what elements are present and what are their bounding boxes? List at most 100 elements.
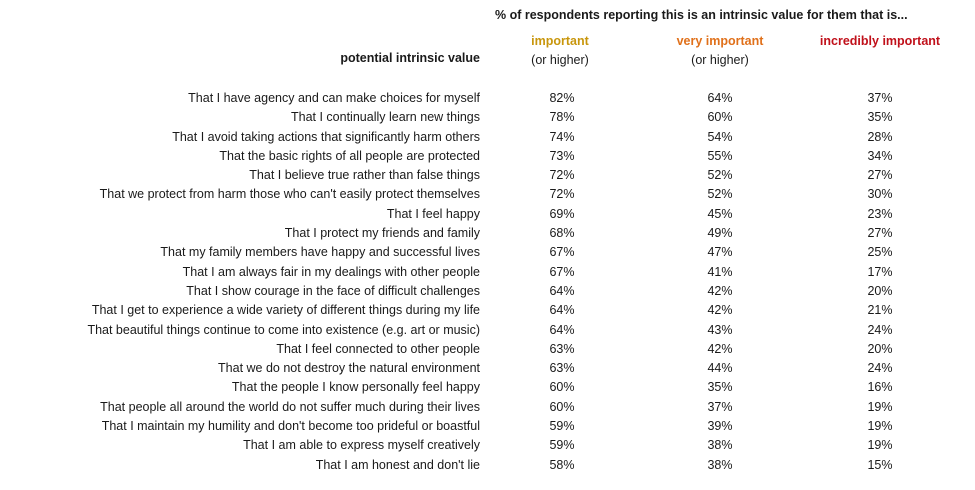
value-cell-very-important: 47% — [707, 245, 733, 260]
value-cell-incredibly-important: 21% — [867, 303, 893, 318]
value-cell-important: 69% — [549, 206, 575, 221]
value-cell-very-important: 49% — [707, 226, 733, 241]
column-sublabel-very-important: (or higher) — [691, 53, 749, 67]
table-row: That I avoid taking actions that signifi… — [0, 128, 975, 147]
value-cell-incredibly-important: 37% — [867, 91, 893, 105]
value-cell-incredibly-important: 25% — [867, 245, 893, 260]
value-cell-very-important: 39% — [707, 419, 733, 434]
row-label: That I show courage in the face of diffi… — [186, 283, 480, 298]
value-cell-important: 60% — [549, 380, 575, 395]
value-cell-important: 59% — [549, 438, 575, 453]
value-cell-important: 82% — [549, 91, 575, 105]
table-row: That I feel happy 69% 45% 23% — [0, 205, 975, 224]
value-cell-important: 59% — [549, 419, 575, 434]
table-row: That I feel connected to other people 63%… — [0, 340, 975, 359]
column-header-important: important (or higher) — [500, 32, 620, 70]
column-label-important: important — [531, 34, 589, 48]
row-label: That I feel happy — [386, 206, 480, 221]
value-cell-very-important: 42% — [707, 283, 733, 298]
value-cell-very-important: 52% — [707, 187, 733, 202]
value-cell-very-important: 43% — [707, 322, 733, 337]
value-cell-important: 64% — [549, 283, 575, 298]
row-label: That the people I know personally feel h… — [231, 380, 480, 395]
value-cell-incredibly-important: 16% — [867, 380, 893, 395]
value-cell-incredibly-important: 19% — [867, 419, 893, 434]
row-label: That I am able to express myself creativ… — [243, 438, 480, 453]
table-row: That I am honest and don't lie 58% 38% 15% — [0, 456, 975, 475]
table-row: That my family members have happy and su… — [0, 243, 975, 262]
value-cell-very-important: 38% — [707, 438, 733, 453]
table-row: That I get to experience a wide variety … — [0, 301, 975, 320]
table-row: That I maintain my humility and don't be… — [0, 417, 975, 436]
value-cell-important: 58% — [549, 457, 575, 472]
row-label: That I avoid taking actions that signifi… — [172, 129, 480, 144]
value-cell-very-important: 42% — [707, 303, 733, 318]
value-cell-very-important: 42% — [707, 341, 733, 356]
value-cell-important: 72% — [549, 168, 575, 183]
row-label: That we do not destroy the natural envir… — [218, 361, 480, 376]
value-cell-very-important: 38% — [707, 457, 733, 472]
value-cell-very-important: 52% — [707, 168, 733, 183]
table-row: That I believe true rather than false th… — [0, 166, 975, 185]
value-cell-incredibly-important: 19% — [867, 438, 893, 453]
table-row: That I continually learn new things 78% 60… — [0, 108, 975, 127]
value-cell-important: 67% — [549, 264, 575, 279]
value-cell-incredibly-important: 24% — [867, 361, 893, 376]
column-label-very-important: very important — [676, 34, 764, 48]
table-body: That I have agency and can make choices … — [0, 89, 975, 475]
row-label: That my family members have happy and su… — [160, 245, 480, 260]
row-label: That I believe true rather than false th… — [249, 168, 480, 183]
value-cell-very-important: 64% — [707, 91, 733, 105]
row-label: That I am honest and don't lie — [315, 457, 480, 472]
value-cell-incredibly-important: 23% — [867, 206, 893, 221]
value-cell-important: 67% — [549, 245, 575, 260]
table-row: That we protect from harm those who can'… — [0, 185, 975, 204]
value-cell-incredibly-important: 20% — [867, 283, 893, 298]
value-cell-important: 73% — [549, 148, 575, 163]
value-cell-incredibly-important: 17% — [867, 264, 893, 279]
value-cell-incredibly-important: 15% — [867, 457, 893, 472]
value-cell-incredibly-important: 24% — [867, 322, 893, 337]
value-cell-incredibly-important: 28% — [867, 129, 893, 144]
value-cell-important: 63% — [549, 341, 575, 356]
row-label: That I am always fair in my dealings wit… — [182, 264, 480, 279]
value-cell-important: 63% — [549, 361, 575, 376]
table-row: That I protect my friends and family 68% 4… — [0, 224, 975, 243]
row-label: That I continually learn new things — [291, 110, 480, 125]
value-cell-incredibly-important: 34% — [867, 148, 893, 163]
value-cell-important: 78% — [549, 110, 575, 125]
column-header-very-important: very important (or higher) — [655, 32, 785, 70]
row-label: That I maintain my humility and don't be… — [101, 419, 480, 434]
value-cell-very-important: 60% — [707, 110, 733, 125]
value-cell-important: 64% — [549, 322, 575, 337]
row-label: That I feel connected to other people — [276, 341, 480, 356]
row-header: potential intrinsic value — [340, 51, 480, 65]
value-cell-very-important: 44% — [707, 361, 733, 376]
column-label-incredibly-important: incredibly important — [819, 34, 941, 48]
value-cell-incredibly-important: 27% — [867, 226, 893, 241]
row-label: That beautiful things continue to come i… — [87, 322, 480, 337]
value-cell-important: 74% — [549, 129, 575, 144]
value-cell-incredibly-important: 30% — [867, 187, 893, 202]
table-row: That I show courage in the face of diffi… — [0, 282, 975, 301]
row-label: That I get to experience a wide variety … — [91, 303, 480, 318]
row-label: That I protect my friends and family — [284, 226, 480, 241]
value-cell-very-important: 55% — [707, 148, 733, 163]
row-label: That the basic rights of all people are … — [219, 148, 480, 163]
table-row: That beautiful things continue to come i… — [0, 321, 975, 340]
value-cell-important: 64% — [549, 303, 575, 318]
value-cell-important: 72% — [549, 187, 575, 202]
value-cell-very-important: 35% — [707, 380, 733, 395]
table-title: % of respondents reporting this is an in… — [495, 8, 908, 22]
table-row: That the basic rights of all people are … — [0, 147, 975, 166]
value-cell-incredibly-important: 35% — [867, 110, 893, 125]
row-label: That people all around the world do not … — [100, 399, 480, 414]
table-row: That people all around the world do not … — [0, 398, 975, 417]
value-cell-important: 68% — [549, 226, 575, 241]
row-label: That we protect from harm those who can'… — [99, 187, 480, 202]
value-cell-very-important: 54% — [707, 129, 733, 144]
column-sublabel-important: (or higher) — [531, 53, 589, 67]
value-cell-very-important: 37% — [707, 399, 733, 414]
column-header-incredibly-important: incredibly important — [805, 32, 955, 51]
value-cell-very-important: 45% — [707, 206, 733, 221]
